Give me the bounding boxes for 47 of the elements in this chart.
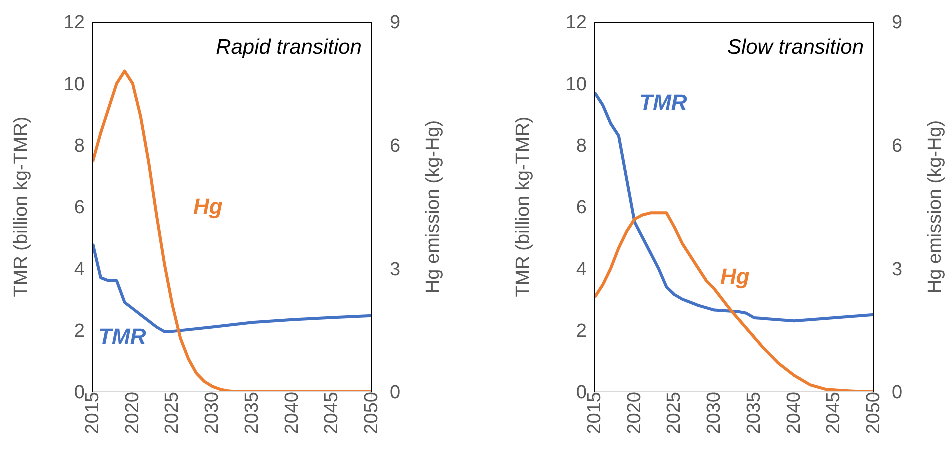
text: Slow transition: [727, 36, 864, 60]
x-tick-label: 2050: [361, 392, 382, 434]
y-tick-label: 0: [576, 382, 587, 404]
x-tick-label: 2020: [624, 392, 646, 434]
x-tick-label: 2040: [282, 392, 303, 434]
x-tick-label: 2030: [202, 392, 224, 434]
series-label: TMR: [98, 324, 146, 350]
series-label: Hg: [193, 194, 223, 220]
y-tick-label: 10: [64, 74, 85, 96]
y2-tick-label: 3: [892, 259, 903, 280]
x-tick-label: 2050: [863, 392, 884, 434]
y-tick-label: 10: [566, 74, 587, 96]
y2-axis-title: Hg emission (kg-Hg): [423, 120, 445, 294]
y-tick-label: 4: [576, 259, 588, 280]
y2-tick-label: 0: [892, 382, 903, 404]
y-tick-label: 6: [576, 198, 587, 219]
x-tick-label: 2025: [162, 392, 184, 434]
y2-axis-title: Hg emission (kg-Hg): [925, 120, 947, 294]
x-tick-label: 2020: [122, 392, 144, 434]
y-tick-label: 2: [74, 321, 85, 342]
y-tick-label: 12: [566, 12, 587, 34]
y2-tick-label: 3: [390, 259, 401, 280]
y2-tick-label: 0: [390, 382, 401, 404]
y-tick-label: 4: [74, 259, 86, 280]
y2-tick-label: 9: [390, 12, 401, 34]
y-axis-title: TMR (billion kg-TMR): [11, 116, 33, 298]
text: Rapid transition: [216, 36, 362, 60]
x-tick-label: 2045: [824, 392, 845, 434]
series-label: TMR: [640, 90, 688, 116]
y-tick-label: 8: [576, 136, 587, 158]
x-tick-label: 2045: [322, 392, 343, 434]
y-tick-label: 0: [74, 382, 85, 404]
y2-tick-label: 6: [892, 136, 903, 158]
y-tick-label: 8: [74, 136, 85, 158]
x-tick-label: 2025: [664, 392, 686, 434]
series-label: Hg: [720, 264, 750, 290]
y2-tick-label: 6: [390, 136, 401, 158]
y-tick-label: 6: [74, 198, 85, 219]
x-tick-label: 2035: [242, 392, 263, 434]
x-tick-label: 2035: [744, 392, 765, 434]
y2-tick-label: 9: [892, 12, 903, 34]
y-tick-label: 12: [64, 12, 85, 34]
y-axis-title: TMR (billion kg-TMR): [513, 116, 535, 298]
x-tick-label: 2030: [704, 392, 726, 434]
y-tick-label: 2: [576, 321, 587, 342]
line-series: [595, 91, 874, 323]
x-tick-label: 2040: [784, 392, 805, 434]
